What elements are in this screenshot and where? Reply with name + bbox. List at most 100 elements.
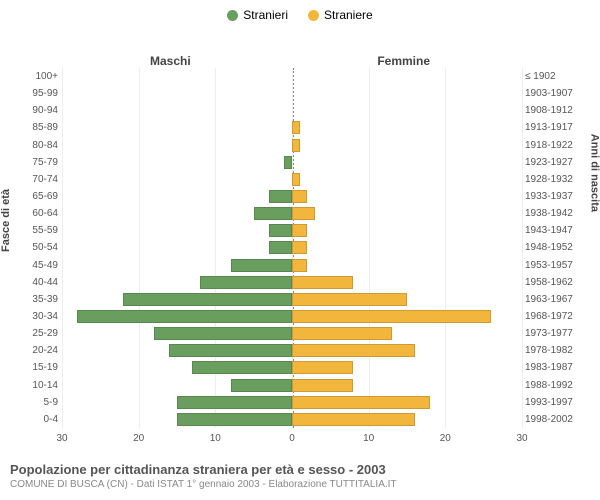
pyramid-row: 5-91993-1997: [62, 394, 522, 411]
pyramid-row: 10-141988-1992: [62, 377, 522, 394]
bar-female: [292, 241, 307, 254]
birth-year-label: 1918-1922: [525, 140, 587, 151]
bar-female: [292, 276, 353, 289]
bar-female: [292, 327, 392, 340]
birth-year-label: 1923-1927: [525, 157, 587, 168]
footer-subtitle: COMUNE DI BUSCA (CN) - Dati ISTAT 1° gen…: [10, 479, 397, 490]
bar-male: [77, 310, 292, 323]
x-tick-label: 30: [56, 433, 67, 444]
x-tick-label: 10: [210, 433, 221, 444]
legend-label-female: Straniere: [324, 8, 373, 22]
bar-female: [292, 361, 353, 374]
legend-item-female: Straniere: [308, 8, 373, 22]
age-label: 60-64: [20, 208, 58, 219]
legend-label-male: Stranieri: [243, 8, 288, 22]
birth-year-label: 1903-1907: [525, 88, 587, 99]
birth-year-label: 1948-1952: [525, 242, 587, 253]
age-label: 15-19: [20, 362, 58, 373]
bar-male: [192, 361, 292, 374]
age-label: 30-34: [20, 311, 58, 322]
bar-female: [292, 173, 300, 186]
bar-male: [169, 344, 292, 357]
birth-year-label: 1998-2002: [525, 414, 587, 425]
column-header-male: Maschi: [150, 54, 191, 68]
bar-male: [269, 224, 292, 237]
bar-female: [292, 139, 300, 152]
birth-year-label: ≤ 1902: [525, 71, 587, 82]
bar-female: [292, 190, 307, 203]
pyramid-row: 20-241978-1982: [62, 342, 522, 359]
bar-female: [292, 293, 407, 306]
pyramid-row: 60-641938-1942: [62, 205, 522, 222]
birth-year-label: 1978-1982: [525, 345, 587, 356]
age-label: 55-59: [20, 225, 58, 236]
birth-year-label: 1943-1947: [525, 225, 587, 236]
bar-male: [269, 241, 292, 254]
grid-line: [522, 68, 523, 428]
pyramid-row: 65-691933-1937: [62, 188, 522, 205]
birth-year-label: 1953-1957: [525, 260, 587, 271]
pyramid-row: 45-491953-1957: [62, 257, 522, 274]
bar-female: [292, 413, 415, 426]
x-tick-label: 20: [440, 433, 451, 444]
pyramid-row: 100+≤ 1902: [62, 68, 522, 85]
x-tick-label: 0: [289, 433, 295, 444]
legend-swatch-male: [227, 10, 238, 21]
bar-male: [254, 207, 292, 220]
legend: Stranieri Straniere: [0, 0, 600, 26]
age-label: 0-4: [20, 414, 58, 425]
age-label: 80-84: [20, 140, 58, 151]
pyramid-row: 0-41998-2002: [62, 411, 522, 428]
bar-female: [292, 259, 307, 272]
birth-year-label: 1993-1997: [525, 397, 587, 408]
pyramid-row: 25-291973-1977: [62, 325, 522, 342]
pyramid-row: 55-591943-1947: [62, 222, 522, 239]
pyramid-row: 70-741928-1932: [62, 171, 522, 188]
pyramid-row: 40-441958-1962: [62, 274, 522, 291]
birth-year-label: 1963-1967: [525, 294, 587, 305]
birth-year-label: 1973-1977: [525, 328, 587, 339]
x-tick-label: 30: [516, 433, 527, 444]
age-label: 70-74: [20, 174, 58, 185]
pyramid-row: 35-391963-1967: [62, 291, 522, 308]
age-label: 85-89: [20, 122, 58, 133]
age-label: 25-29: [20, 328, 58, 339]
x-tick-label: 10: [363, 433, 374, 444]
age-label: 5-9: [20, 397, 58, 408]
birth-year-label: 1913-1917: [525, 122, 587, 133]
footer-title: Popolazione per cittadinanza straniera p…: [10, 462, 397, 477]
plot-area: 100+≤ 190295-991903-190790-941908-191285…: [62, 68, 522, 428]
pyramid-row: 15-191983-1987: [62, 359, 522, 376]
pyramid-row: 50-541948-1952: [62, 239, 522, 256]
bar-male: [231, 379, 292, 392]
pyramid-row: 90-941908-1912: [62, 102, 522, 119]
bar-male: [284, 156, 292, 169]
bar-male: [177, 396, 292, 409]
bar-female: [292, 224, 307, 237]
bar-male: [200, 276, 292, 289]
birth-year-label: 1988-1992: [525, 380, 587, 391]
pyramid-row: 95-991903-1907: [62, 85, 522, 102]
age-label: 100+: [20, 71, 58, 82]
bar-male: [269, 190, 292, 203]
y-axis-label-right: Anni di nascita: [588, 134, 600, 212]
chart-footer: Popolazione per cittadinanza straniera p…: [10, 462, 397, 490]
bar-female: [292, 207, 315, 220]
age-label: 90-94: [20, 105, 58, 116]
legend-item-male: Stranieri: [227, 8, 288, 22]
age-label: 35-39: [20, 294, 58, 305]
bar-female: [292, 344, 415, 357]
age-label: 65-69: [20, 191, 58, 202]
chart-container: Maschi Femmine Fasce di età Anni di nasc…: [0, 26, 600, 446]
y-axis-label-left: Fasce di età: [0, 189, 12, 252]
bar-female: [292, 396, 430, 409]
x-tick-label: 20: [133, 433, 144, 444]
column-header-female: Femmine: [377, 54, 430, 68]
birth-year-label: 1968-1972: [525, 311, 587, 322]
age-label: 75-79: [20, 157, 58, 168]
birth-year-label: 1983-1987: [525, 362, 587, 373]
bar-male: [231, 259, 292, 272]
birth-year-label: 1908-1912: [525, 105, 587, 116]
legend-swatch-female: [308, 10, 319, 21]
birth-year-label: 1938-1942: [525, 208, 587, 219]
